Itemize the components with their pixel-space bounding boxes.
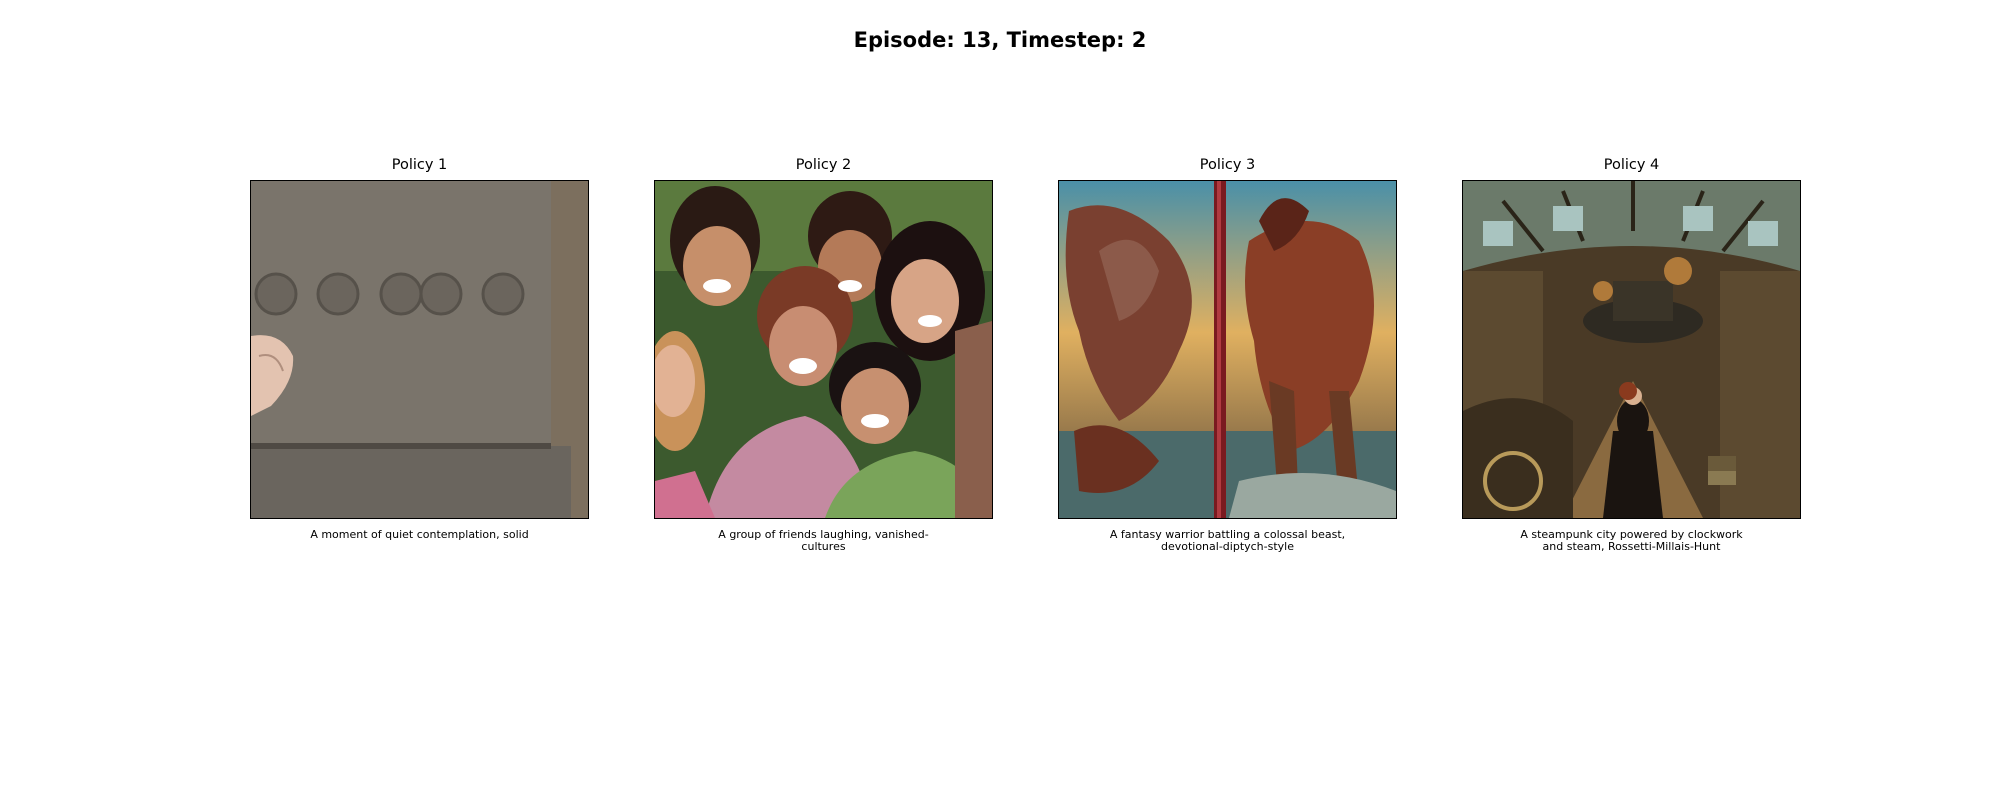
panel-title: Policy 3 [1199, 157, 1256, 173]
fantasy-diptych-image [1058, 180, 1397, 519]
panel-title: Policy 4 [1603, 157, 1660, 173]
policy-panel-4: Policy 4 A steampunk city po [1462, 155, 1801, 553]
panel-title: Policy 1 [391, 157, 448, 173]
laughing-friends-image [654, 180, 993, 519]
steampunk-city-image [1462, 180, 1801, 519]
carved-stone-block-image [250, 180, 589, 519]
panel-caption: A moment of quiet contemplation, solid [310, 528, 529, 541]
figure-title: Episode: 13, Timestep: 2 [853, 28, 1147, 52]
policy-panel-3: Policy 3 A fantasy warrior battli [1058, 155, 1397, 553]
panel-title: Policy 2 [795, 157, 852, 173]
panel-caption: A group of friends laughing, vanished-cu… [718, 528, 929, 553]
panel-caption: A fantasy warrior battling a colossal be… [1109, 528, 1346, 553]
policy-panel-2: Policy 2 A group of f [654, 155, 993, 553]
policy-panel-1: Policy 1 A moment of quiet contemplation… [250, 155, 589, 541]
panel-caption: A steampunk city powered by clockwork an… [1520, 528, 1743, 553]
